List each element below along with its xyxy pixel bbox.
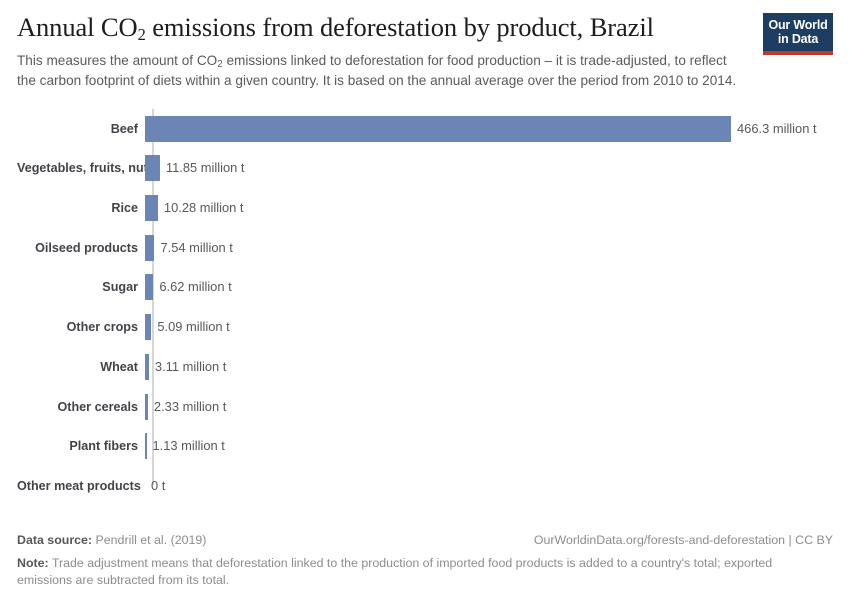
bar-category-label: Rice <box>111 201 138 216</box>
bar[interactable] <box>145 393 148 420</box>
chart-subtitle: This measures the amount of CO2 emission… <box>17 52 833 91</box>
bar-value-label: 3.11 million t <box>154 358 227 374</box>
bar-category-label: Other meat products <box>17 478 141 493</box>
bar-row[interactable]: Oilseed products 7.54 million t <box>17 228 833 268</box>
bar-category-label: Oilseed products <box>35 240 138 255</box>
chart-note: Note: Trade adjustment means that defore… <box>17 555 833 588</box>
bar-value-label: 2.33 million t <box>153 398 227 414</box>
subtitle-part2: emissions linked to deforestation for fo… <box>17 53 737 89</box>
bar-rows-container: Beef 466.3 million t Vegetables, fruits, n… <box>17 109 833 493</box>
bar-track: 6.62 million t <box>145 268 833 308</box>
bar[interactable] <box>145 433 147 460</box>
bar-category-label: Vegetables, fruits, nuts <box>17 161 155 176</box>
bar-category-label: Wheat <box>100 359 138 374</box>
subtitle-subscript: 2 <box>217 59 223 71</box>
bar-value-label: 10.28 million t <box>163 200 244 216</box>
bar-track: 7.54 million t <box>145 228 833 268</box>
data-source-label: Data source: <box>17 533 93 547</box>
bar-row[interactable]: Other meat products 0 t <box>17 466 833 506</box>
our-world-in-data-logo[interactable]: Our World in Data <box>763 13 833 55</box>
title-prefix: Annual CO <box>17 12 138 42</box>
data-source-value: Pendrill et al. (2019) <box>92 533 207 547</box>
chart-footer: Data source: Pendrill et al. (2019) OurW… <box>17 533 833 588</box>
owid-url-link[interactable]: OurWorldinData.org/forests-and-deforesta… <box>533 533 833 547</box>
data-source: Data source: Pendrill et al. (2019) <box>17 533 206 547</box>
bar-value-label: 11.85 million t <box>165 160 245 176</box>
bar-track: 3.11 million t <box>145 347 833 387</box>
bar-value-label: 7.54 million t <box>160 239 233 255</box>
bar-row[interactable]: Other crops 5.09 million t <box>17 307 833 347</box>
bar-track: 10.28 million t <box>145 188 833 228</box>
bar-track: 5.09 million t <box>145 307 833 347</box>
bar-category-label: Plant fibers <box>69 439 138 454</box>
bar[interactable] <box>145 115 731 142</box>
bar-value-label: 1.13 million t <box>152 438 225 454</box>
bar-row[interactable]: Wheat 3.11 million t <box>17 347 833 387</box>
bar-category-label: Beef <box>110 121 138 136</box>
bar-row[interactable]: Vegetables, fruits, nuts 11.85 million t <box>17 149 833 189</box>
bar[interactable] <box>145 314 152 341</box>
bar-row[interactable]: Sugar 6.62 million t <box>17 268 833 308</box>
bar-track: 466.3 million t <box>145 109 833 149</box>
page-title: Annual CO2 emissions from deforestation … <box>17 12 833 46</box>
note-value: Trade adjustment means that deforestatio… <box>17 556 773 587</box>
bar-category-label: Sugar <box>102 280 138 295</box>
bar-track: 0 t <box>145 466 833 506</box>
logo-line-2: in Data <box>777 32 819 46</box>
bar-value-label: 466.3 million t <box>737 120 817 136</box>
footer-top-row: Data source: Pendrill et al. (2019) OurW… <box>17 533 833 547</box>
bar-row[interactable]: Other cereals 2.33 million t <box>17 387 833 427</box>
bar-track: 2.33 million t <box>145 387 833 427</box>
bar[interactable] <box>145 234 155 261</box>
bar-value-label: 5.09 million t <box>157 319 230 335</box>
logo-line-1: Our World <box>768 18 828 32</box>
title-suffix: emissions from deforestation by product,… <box>145 12 654 42</box>
bar[interactable] <box>145 195 158 222</box>
bar-value-label: 6.62 million t <box>159 279 232 295</box>
bar-row[interactable]: Beef 466.3 million t <box>17 109 833 149</box>
bar-row[interactable]: Plant fibers 1.13 million t <box>17 426 833 466</box>
bar[interactable] <box>145 353 149 380</box>
bar-row[interactable]: Rice 10.28 million t <box>17 188 833 228</box>
bar-value-label: 0 t <box>151 477 166 493</box>
bar-category-label: Other crops <box>66 320 138 335</box>
bar-category-label: Other cereals <box>57 399 138 414</box>
bar[interactable] <box>145 155 160 182</box>
bar-track: 11.85 million t <box>145 149 833 189</box>
note-label: Note: <box>17 556 49 570</box>
bar-chart: Beef 466.3 million t Vegetables, fruits, n… <box>17 108 833 493</box>
bar-track: 1.13 million t <box>145 426 833 466</box>
title-subscript: 2 <box>137 24 146 44</box>
chart-header: Annual CO2 emissions from deforestation … <box>17 0 833 91</box>
bar[interactable] <box>145 274 154 301</box>
subtitle-part1: This measures the amount of CO <box>17 53 218 68</box>
